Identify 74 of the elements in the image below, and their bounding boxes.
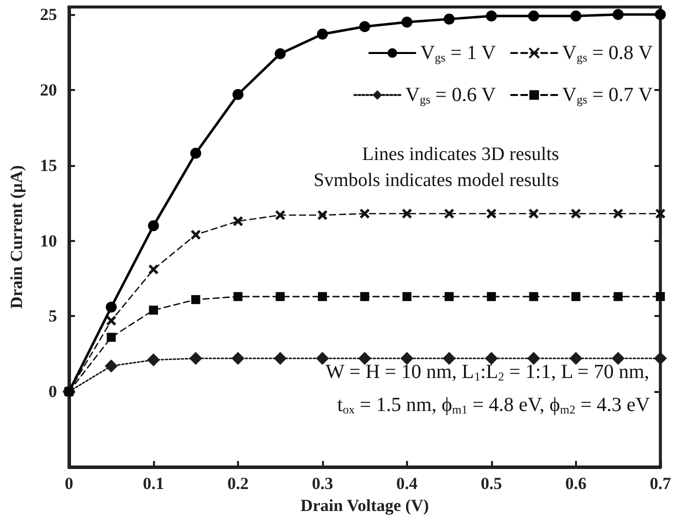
- point: [612, 352, 625, 365]
- point: [401, 16, 412, 28]
- x-tick-label: 0.5: [480, 474, 502, 493]
- point: [612, 9, 624, 20]
- y-tick-label: 15: [40, 156, 57, 175]
- point: [191, 295, 200, 304]
- point: [402, 292, 412, 302]
- point: [318, 292, 327, 302]
- y-tick-label: 5: [48, 306, 57, 326]
- y-tick-label: 10: [40, 231, 57, 250]
- point: [400, 352, 414, 365]
- point: [442, 352, 456, 365]
- point: [317, 210, 328, 220]
- point: [106, 302, 117, 313]
- point: [106, 315, 117, 326]
- point: [444, 14, 455, 25]
- point: [106, 332, 116, 342]
- point: [148, 220, 159, 232]
- point: [148, 264, 159, 275]
- point: [274, 352, 287, 365]
- point: [231, 352, 244, 365]
- y-axis-title: Drain Current (µA): [7, 165, 26, 309]
- x-tick-label: 0.7: [650, 474, 672, 493]
- x-tick-label: 0.1: [142, 474, 164, 493]
- point: [148, 306, 158, 315]
- point: [444, 292, 454, 302]
- point: [402, 208, 412, 219]
- point: [360, 292, 370, 302]
- point: [656, 292, 665, 302]
- point: [276, 292, 285, 302]
- point: [232, 88, 244, 100]
- point: [486, 292, 496, 302]
- annotation: Svmbols indicates model results: [314, 170, 560, 191]
- x-tick-label: 0.4: [396, 474, 418, 493]
- point: [570, 10, 582, 22]
- y-tick-label: 20: [40, 80, 57, 100]
- point: [233, 292, 242, 302]
- point: [146, 353, 160, 366]
- point: [614, 292, 623, 302]
- point: [529, 292, 538, 302]
- annotation: Lines indicates 3D results: [362, 144, 560, 165]
- point: [359, 208, 370, 219]
- point: [190, 229, 202, 240]
- point: [528, 208, 539, 219]
- point: [486, 10, 497, 22]
- point: [274, 210, 286, 220]
- point: [612, 208, 624, 219]
- point: [316, 352, 329, 365]
- point: [528, 10, 540, 22]
- point: [569, 352, 582, 365]
- point: [570, 208, 582, 219]
- point: [571, 292, 580, 302]
- point: [316, 28, 328, 40]
- x-tick-label: 0.3: [312, 474, 334, 493]
- point: [359, 21, 370, 32]
- point: [655, 208, 666, 219]
- x-tick-label: 0.6: [565, 474, 587, 493]
- y-tick-label: 25: [40, 5, 57, 24]
- point: [358, 352, 372, 365]
- point: [232, 216, 244, 226]
- x-tick-label: 0.2: [227, 474, 249, 493]
- point: [484, 352, 498, 365]
- point: [486, 208, 497, 219]
- point: [444, 208, 454, 219]
- point: [654, 9, 666, 20]
- x-axis-title: Drain Voltage (V): [300, 496, 429, 515]
- point: [654, 352, 667, 365]
- point: [190, 148, 202, 159]
- point: [274, 48, 286, 60]
- x-tick-label: 0: [64, 474, 74, 493]
- point: [527, 352, 540, 365]
- point: [104, 359, 118, 372]
- point: [189, 352, 202, 365]
- y-tick-label: 0: [48, 382, 57, 402]
